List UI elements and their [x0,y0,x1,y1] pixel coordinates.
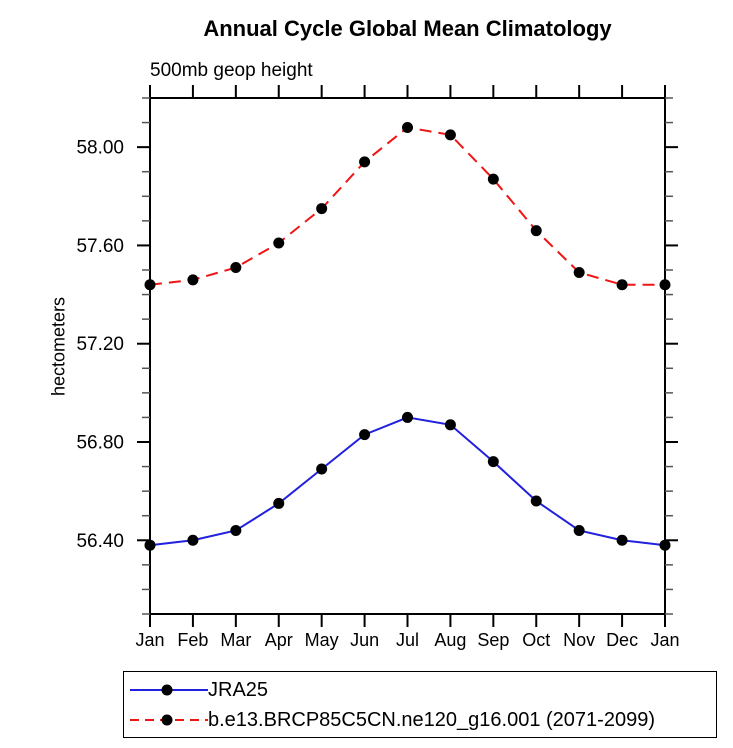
x-tick-label: Dec [606,630,638,650]
data-point-marker [144,539,156,551]
data-point-marker [573,266,585,278]
series-line-0 [149,416,666,547]
x-tick-label: May [305,630,339,650]
x-tick-label: Jan [650,630,679,650]
legend-box: JRA25 b.e13.BRCP85C5CN.ne120_g16.001 (20… [123,671,717,738]
data-point-marker [616,534,628,546]
legend-line-sample-dashed-icon [130,709,208,731]
data-point-marker [316,203,328,215]
y-tick-label: 57.60 [76,236,124,257]
data-point-marker [444,129,456,141]
y-tick-label: 58.00 [76,138,124,159]
data-point-marker [230,524,242,536]
chart-subtitle: 500mb geop height [150,60,313,81]
data-point-marker [273,237,285,249]
legend-item-model: b.e13.BRCP85C5CN.ne120_g16.001 (2071-209… [130,705,716,735]
legend-label-jra25: JRA25 [208,678,269,701]
x-tick-label: Nov [563,630,595,650]
legend-line-sample-solid-icon [130,679,208,701]
legend-sample-svg [130,714,208,725]
y-tick-label: 56.40 [76,531,124,552]
x-tick-label: Jul [396,630,419,650]
data-point-marker [187,534,199,546]
legend-sample-svg [130,684,208,695]
plot-frame [149,97,666,615]
data-point-marker [144,279,156,291]
legend-sample-marker [161,714,173,725]
data-point-marker [230,262,242,274]
data-point-marker [402,411,413,423]
y-tick-label: 56.80 [76,433,124,454]
legend-sample-marker [161,684,173,695]
data-point-marker [359,156,371,168]
data-point-marker [530,495,542,507]
data-point-marker [444,419,456,431]
y-tick-label: 57.20 [76,334,124,355]
legend-item-jra25: JRA25 [130,675,716,705]
data-point-marker [530,225,542,237]
data-point-marker [616,279,628,291]
x-tick-label: Sep [477,630,509,650]
data-point-marker [316,463,328,475]
data-point-marker [487,456,499,468]
x-tick-label: Jan [135,630,164,650]
x-tick-label: Jun [350,630,379,650]
plot-area: Jan Feb Mar Apr May Jun Jul Aug Sep Oct Nov Dec Jan 5… [76,85,680,650]
data-point-marker [573,524,585,536]
x-tick-label: Apr [265,630,293,650]
data-point-marker [402,121,413,133]
data-point-marker [187,274,199,286]
series-line-1 [149,126,665,286]
legend-label-model: b.e13.BRCP85C5CN.ne120_g16.001 (2071-209… [208,708,655,731]
data-point-marker [359,429,371,441]
x-tick-label: Feb [177,630,208,650]
chart-title: Annual Cycle Global Mean Climatology [203,16,612,41]
data-point-marker [273,497,285,509]
x-tick-label: Oct [522,630,550,650]
data-point-marker [659,539,671,551]
x-tick-label: Aug [434,630,466,650]
data-point-marker [487,173,499,185]
x-tick-label: Mar [220,630,251,650]
data-point-marker [659,279,671,291]
